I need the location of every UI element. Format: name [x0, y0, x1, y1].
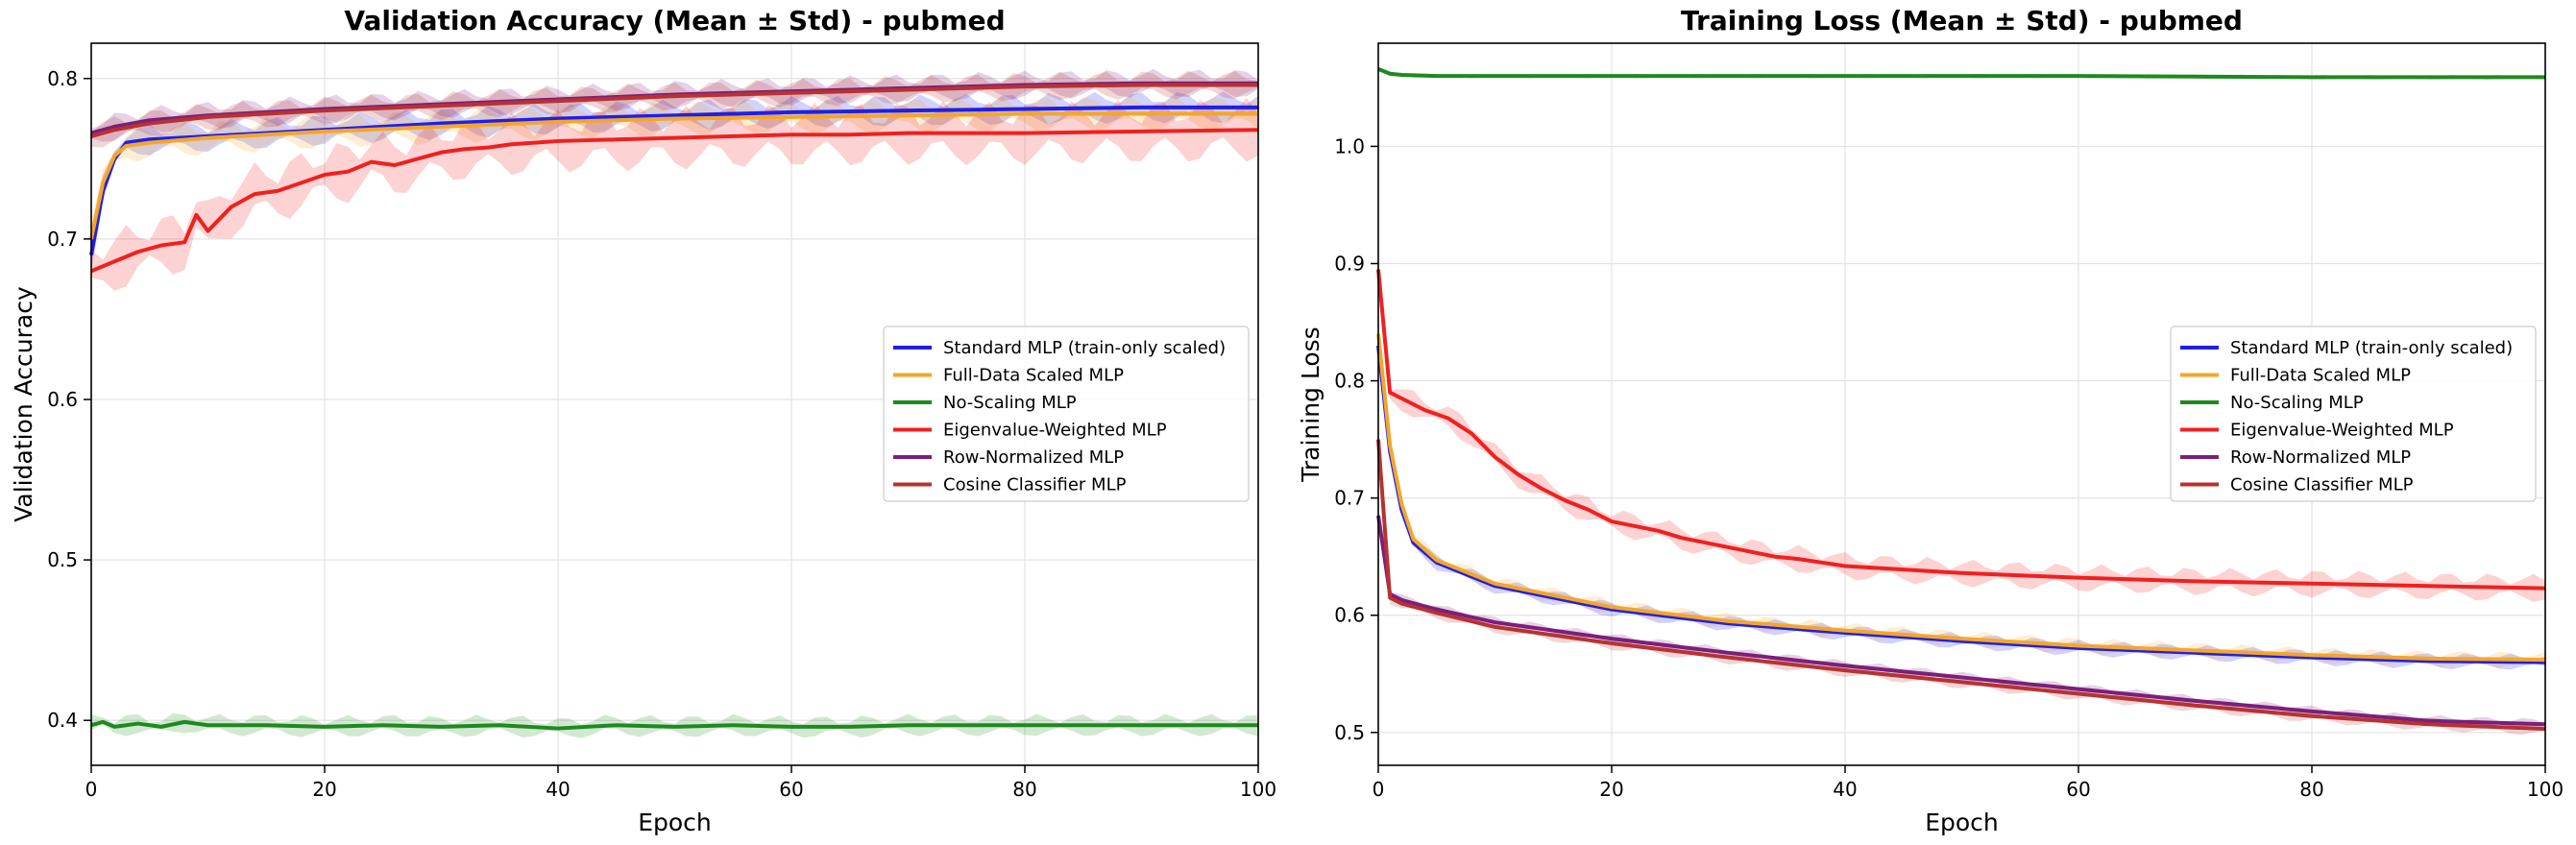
- x-tick-label: 0: [85, 778, 98, 801]
- y-axis-label: Training Loss: [1297, 326, 1324, 482]
- legend-label: Row-Normalized MLP: [2230, 447, 2411, 468]
- plot-frame: [90, 42, 1259, 766]
- legend-box: [2170, 326, 2537, 502]
- x-tick-label: 80: [1012, 778, 1036, 801]
- chart-title: Training Loss (Mean ± Std) - pubmed: [1681, 5, 2243, 36]
- chart-1: 0 20 40 60 80 100 0.4 0.5 0.6 0.7 0.8 Validation Ac…: [10, 5, 1276, 836]
- legend-label: Eigenvalue-Weighted MLP: [2230, 421, 2454, 441]
- y-tick-label: 0.7: [1334, 487, 1365, 510]
- legend-label: No-Scaling MLP: [943, 393, 1077, 413]
- series-line-4: [1376, 269, 2546, 591]
- y-tick-label: 1.0: [1334, 134, 1365, 157]
- y-tick-label: 0.6: [47, 388, 78, 411]
- y-tick-label: 0.4: [47, 709, 78, 732]
- legend-label: Full-Data Scaled MLP: [943, 366, 1124, 386]
- legend-label: No-Scaling MLP: [2230, 393, 2364, 413]
- chart-title: Validation Accuracy (Mean ± Std) - pubme…: [344, 5, 1005, 36]
- legend-label: Standard MLP (train-only scaled): [943, 338, 1226, 358]
- y-tick-label: 0.8: [47, 67, 78, 90]
- legend: Standard MLP (train-only scaled) Full-Dat…: [883, 326, 1250, 502]
- std-band-6: [1378, 438, 2545, 736]
- x-tick-label: 60: [2066, 778, 2090, 801]
- legend-label: Standard MLP (train-only scaled): [2230, 338, 2513, 358]
- x-tick-label: 0: [1373, 778, 1385, 801]
- series-line-3: [90, 719, 1258, 731]
- series-line-5: [1376, 515, 2546, 727]
- series-line-2: [89, 111, 1258, 240]
- y-tick-label: 0.7: [47, 228, 78, 251]
- x-tick-label: 40: [546, 778, 570, 801]
- x-tick-label: 100: [2527, 778, 2564, 801]
- legend-label: Full-Data Scaled MLP: [2230, 366, 2411, 386]
- std-band-4: [91, 98, 1258, 291]
- x-tick-label: 100: [1240, 778, 1276, 801]
- series-line-6: [90, 83, 1258, 138]
- y-tick-label: 0.8: [1334, 370, 1365, 393]
- plot-frame: [1377, 42, 2546, 766]
- x-tick-label: 60: [779, 778, 803, 801]
- series-line-4: [90, 128, 1259, 274]
- x-tick-label: 20: [312, 778, 336, 801]
- x-tick-label: 40: [1833, 778, 1857, 801]
- y-tick-label: 0.6: [1334, 604, 1365, 627]
- legend-box: [883, 326, 1250, 502]
- legend-label: Cosine Classifier MLP: [2230, 475, 2414, 495]
- legend-label: Eigenvalue-Weighted MLP: [943, 421, 1167, 441]
- x-tick-label: 20: [1599, 778, 1623, 801]
- series-line-3: [1377, 67, 2545, 80]
- x-tick-label: 80: [2299, 778, 2323, 801]
- y-tick-label: 0.9: [1334, 253, 1365, 276]
- x-axis-label: Epoch: [638, 809, 712, 836]
- std-band-5: [1378, 514, 2545, 730]
- legend: Standard MLP (train-only scaled) Full-Dat…: [2170, 326, 2537, 502]
- legend-label: Row-Normalized MLP: [943, 447, 1124, 468]
- legend-label: Cosine Classifier MLP: [943, 475, 1127, 495]
- std-band-2: [91, 96, 1258, 254]
- series-line-6: [1376, 439, 2546, 732]
- x-axis-label: Epoch: [1925, 809, 1999, 836]
- std-band-1: [91, 91, 1258, 272]
- y-axis-label: Validation Accuracy: [10, 286, 37, 522]
- y-tick-label: 0.5: [47, 548, 78, 571]
- chart-2: 0 20 40 60 80 100 0.5 0.6 0.7 0.8 0.9 1.0 Training L…: [1297, 5, 2564, 836]
- series-line-2: [1376, 333, 2546, 663]
- y-tick-label: 0.5: [1334, 721, 1365, 744]
